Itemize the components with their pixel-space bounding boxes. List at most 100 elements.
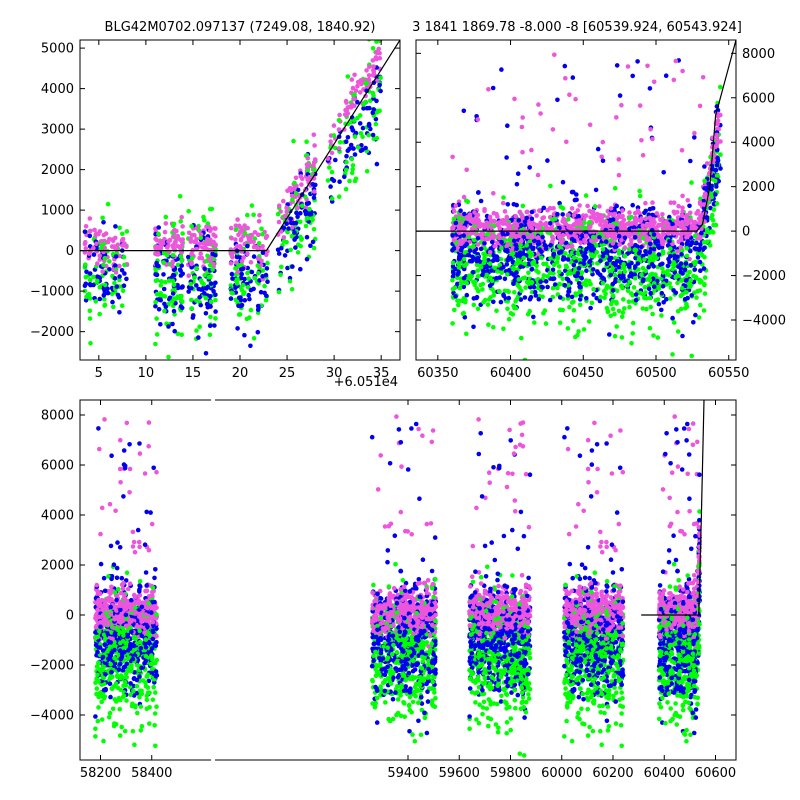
data-point-blue	[210, 251, 215, 257]
data-point-pink	[255, 256, 261, 261]
data-point-green	[655, 297, 661, 302]
data-point-green	[299, 237, 304, 242]
data-point-blue	[532, 289, 538, 295]
data-point-green	[629, 341, 634, 346]
data-point-pink	[203, 246, 209, 251]
data-point-pink	[234, 243, 240, 249]
data-point-green	[276, 289, 282, 295]
data-point-blue	[694, 240, 699, 246]
data-point-blue	[529, 216, 535, 222]
data-point-green	[102, 302, 108, 308]
data-point-green	[303, 223, 309, 229]
data-point-green	[123, 671, 129, 677]
data-point-blue	[530, 246, 536, 252]
data-point-green	[617, 270, 622, 275]
data-point-pink	[179, 238, 184, 244]
data-point-green	[499, 270, 505, 276]
data-point-pink	[240, 228, 246, 233]
data-point-pink	[660, 241, 666, 247]
data-point-green	[545, 274, 550, 279]
data-point-pink	[689, 224, 694, 229]
data-point-pink	[228, 225, 234, 231]
data-point-green	[660, 270, 666, 275]
data-point-blue	[198, 302, 203, 308]
data-point-pink	[616, 172, 622, 178]
data-point-green	[455, 275, 460, 281]
data-point-blue	[579, 233, 585, 238]
data-point-pink	[127, 466, 133, 472]
data-point-blue	[571, 238, 577, 243]
data-point-green	[565, 326, 571, 331]
data-point-green	[536, 270, 541, 275]
data-point-green	[124, 229, 130, 234]
data-point-blue	[668, 253, 673, 259]
data-point-green	[456, 265, 461, 270]
data-point-green	[714, 173, 720, 178]
data-point-green	[292, 180, 297, 186]
data-point-blue	[245, 243, 250, 249]
data-point-pink	[715, 121, 720, 127]
data-point-pink	[170, 259, 176, 265]
data-point-green	[251, 212, 256, 218]
data-point-pink	[344, 100, 349, 105]
data-point-green	[702, 282, 707, 287]
data-point-blue	[462, 211, 467, 217]
data-point-green	[601, 288, 607, 294]
data-point-green	[713, 178, 718, 184]
data-point-pink	[329, 150, 335, 156]
data-point-green	[352, 134, 358, 139]
data-point-blue	[672, 253, 677, 259]
data-point-pink	[325, 156, 331, 161]
data-point-blue	[562, 63, 568, 69]
data-point-green	[632, 276, 638, 281]
data-point-blue	[107, 267, 112, 272]
data-point-blue	[590, 267, 596, 272]
data-point-green	[614, 288, 620, 294]
data-point-green	[566, 253, 572, 259]
data-point-blue	[713, 167, 719, 173]
data-point-pink	[469, 226, 475, 232]
data-point-pink	[678, 245, 684, 250]
data-point-green	[583, 278, 589, 283]
data-point-blue	[514, 181, 520, 187]
data-point-blue	[260, 250, 266, 256]
data-point-blue	[480, 272, 485, 278]
data-point-pink	[552, 52, 557, 58]
data-point-blue	[364, 105, 370, 111]
data-point-blue	[122, 271, 127, 276]
data-point-green	[520, 203, 526, 209]
x-tick-label: 25	[279, 366, 296, 381]
data-point-green	[684, 290, 689, 295]
panel-top-left: 5 10 15 20 25 30 35−2000−100001000200030004000…	[30, 39, 401, 390]
data-point-blue	[105, 290, 111, 296]
data-point-blue	[111, 562, 117, 567]
data-point-blue	[292, 230, 297, 235]
data-point-green	[671, 320, 677, 325]
data-point-green	[153, 278, 159, 284]
data-point-blue	[265, 279, 270, 285]
data-point-blue	[499, 240, 505, 245]
data-point-green	[198, 235, 203, 241]
x-tick-label: 10	[138, 366, 155, 381]
axes-top-right: 60350 60400 60450 60500 60550−4000−200002000…	[416, 40, 786, 381]
data-point-green	[476, 288, 481, 294]
data-point-blue	[555, 211, 560, 217]
data-point-pink	[367, 64, 372, 70]
data-point-pink	[87, 229, 93, 234]
data-point-green	[114, 673, 120, 678]
data-point-blue	[588, 305, 593, 311]
data-point-pink	[146, 420, 152, 425]
data-point-pink	[235, 269, 240, 275]
data-point-green	[236, 263, 241, 268]
data-point-blue	[202, 291, 207, 296]
data-point-pink	[352, 103, 357, 109]
data-point-blue	[704, 185, 710, 191]
data-point-pink	[452, 208, 457, 214]
data-point-green	[654, 255, 660, 261]
data-point-blue	[113, 224, 118, 229]
data-point-green	[147, 705, 152, 710]
data-point-pink	[643, 200, 648, 206]
data-point-blue	[529, 266, 535, 272]
data-point-blue	[660, 284, 666, 289]
data-point-blue	[475, 235, 481, 241]
